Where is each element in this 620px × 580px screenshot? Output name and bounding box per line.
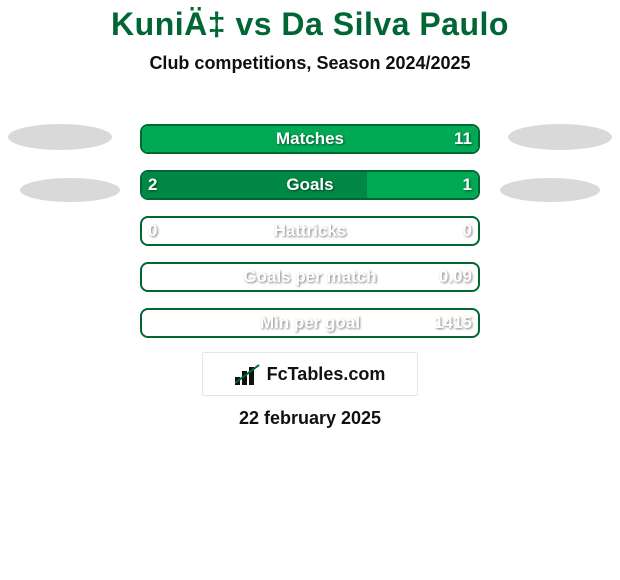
stat-bar — [140, 262, 480, 292]
stat-row-min-per-goal: Min per goal 1415 — [0, 308, 620, 338]
stat-bar — [140, 124, 480, 154]
bars-icon — [235, 363, 261, 385]
page-title: KuniÄ‡ vs Da Silva Paulo — [0, 0, 620, 43]
stat-bar-right — [142, 126, 478, 152]
stat-bar — [140, 308, 480, 338]
stat-rows: Matches 11 2 Goals 1 0 Hattricks 0 — [0, 124, 620, 354]
logo-box: FcTables.com — [202, 352, 418, 396]
date-label: 22 february 2025 — [0, 408, 620, 429]
stat-bar-right — [367, 172, 478, 198]
stat-row-goals: 2 Goals 1 — [0, 170, 620, 200]
stat-bar-left — [142, 172, 367, 198]
logo-text: FcTables.com — [267, 364, 386, 385]
stat-bar — [140, 216, 480, 246]
page-subtitle: Club competitions, Season 2024/2025 — [0, 53, 620, 74]
stat-row-matches: Matches 11 — [0, 124, 620, 154]
stat-bar — [140, 170, 480, 200]
comparison-card: KuniÄ‡ vs Da Silva Paulo Club competitio… — [0, 0, 620, 580]
stat-row-goals-per-match: Goals per match 0.09 — [0, 262, 620, 292]
stat-row-hattricks: 0 Hattricks 0 — [0, 216, 620, 246]
